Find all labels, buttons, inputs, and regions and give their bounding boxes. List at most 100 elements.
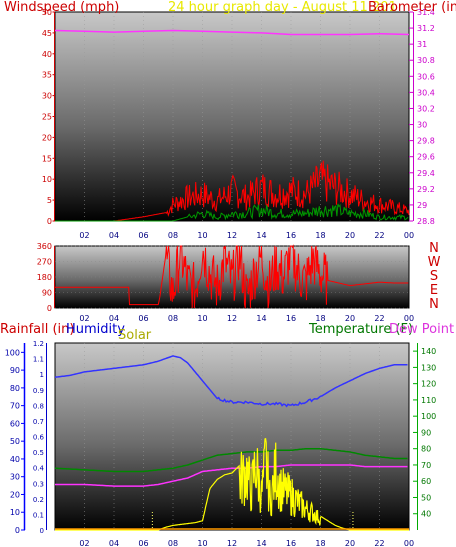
panel3-x-tick-label: 16: [286, 539, 296, 547]
barometer-tick-label: 30.8: [417, 56, 435, 65]
direction-tick-label: 90: [42, 289, 52, 298]
barometer-line: [54, 29, 410, 36]
panel3-x-tick-label: 00: [404, 539, 414, 547]
humidity-tick-label: 50: [10, 437, 20, 446]
temperature-tick-label: 120: [421, 380, 436, 389]
rainfall-tick-label: 1: [40, 371, 44, 379]
rainfall-tick-label: 0: [40, 527, 44, 535]
panel3-x-tick-label: 18: [315, 539, 325, 547]
panel1-x-tick-label: 04: [109, 231, 119, 240]
direction-tick-label: 360: [37, 242, 52, 251]
dewpoint-axis-title: Dew Point (: [389, 322, 456, 337]
barometer-tick-label: 30.2: [417, 104, 435, 113]
windspeed-tick-label: 10: [42, 175, 52, 184]
panel1-x-tick-label: 16: [286, 231, 296, 240]
panel2-x-tick-label: 06: [138, 314, 148, 323]
barometer-tick-label: 29.6: [417, 153, 435, 162]
humidity-tick-label: 40: [10, 455, 20, 464]
rainfall-tick-label: 1.1: [33, 356, 44, 364]
rainfall-axis-title: Rainfall (in): [0, 322, 74, 337]
temperature-tick-label: 70: [421, 461, 431, 470]
barometer-tick-label: 28.8: [417, 217, 435, 226]
barometer-tick-label: 31: [417, 40, 427, 49]
humidity-tick-label: 100: [5, 348, 20, 357]
humidity-tick-label: 0: [15, 526, 20, 535]
humidity-tick-label: 90: [10, 366, 20, 375]
panel2-x-tick-label: 00: [404, 314, 414, 323]
direction-letter: N: [429, 297, 439, 312]
panel3-x-tick-label: 20: [345, 539, 355, 547]
panel2-x-tick-label: 14: [256, 314, 266, 323]
panel3-x-tick-label: 04: [109, 539, 119, 547]
panel3-x-tick-label: 12: [227, 539, 237, 547]
barometer-tick-label: 31.4: [417, 8, 435, 17]
panel3-x-tick-label: 06: [138, 539, 148, 547]
temperature-tick-label: 100: [421, 412, 436, 421]
barometer-tick-label: 30.6: [417, 72, 435, 81]
barometer-tick-label: 29: [417, 201, 427, 210]
panel2-x-tick-label: 10: [197, 314, 207, 323]
panel1-x-tick-label: 20: [345, 231, 355, 240]
humidity-tick-label: 60: [10, 419, 20, 428]
temperature-tick-label: 80: [421, 445, 431, 454]
windspeed-tick-label: 15: [42, 154, 52, 163]
rainfall-tick-label: 0.5: [33, 449, 44, 457]
wind-direction-line: [55, 244, 409, 309]
direction-letter: S: [430, 269, 438, 284]
panel1-x-tick-label: 22: [374, 231, 384, 240]
temperature-tick-label: 110: [421, 396, 436, 405]
solar-axis-title: Solar: [118, 328, 152, 343]
direction-letter: N: [429, 241, 439, 256]
panel1-x-tick-label: 02: [79, 231, 89, 240]
panel2-x-tick-label: 02: [79, 314, 89, 323]
panel3-x-tick-label: 14: [256, 539, 266, 547]
temperature-tick-label: 90: [421, 428, 431, 437]
rainfall-tick-label: 0.6: [33, 434, 45, 442]
rainfall-tick-label: 0.1: [33, 511, 44, 519]
panel3-x-tick-label: 10: [197, 539, 207, 547]
panel1-x-tick-label: 12: [227, 231, 237, 240]
humidity-tick-label: 70: [10, 402, 20, 411]
panel1-x-tick-label: 06: [138, 231, 148, 240]
panel2-x-tick-label: 16: [286, 314, 296, 323]
panel3-x-tick-label: 22: [374, 539, 384, 547]
temperature-tick-label: 40: [421, 510, 431, 519]
barometer-tick-label: 30.4: [417, 88, 435, 97]
direction-letter: E: [430, 283, 438, 298]
rainfall-tick-label: 0.9: [33, 387, 44, 395]
humidity-tick-label: 30: [10, 473, 20, 482]
barometer-tick-label: 29.8: [417, 137, 435, 146]
panel1-x-tick-label: 18: [315, 231, 325, 240]
barometer-tick-label: 31.2: [417, 24, 435, 33]
dewpoint-line: [55, 464, 408, 487]
humidity-tick-label: 10: [10, 508, 20, 517]
windspeed-tick-label: 5: [47, 196, 52, 205]
windspeed-tick-label: 0: [47, 217, 52, 226]
panel2-x-tick-label: 08: [168, 314, 178, 323]
direction-tick-label: 180: [37, 273, 52, 282]
direction-tick-label: 0: [47, 304, 52, 313]
temperature-line: [54, 447, 408, 473]
panel2-x-tick-label: 18: [315, 314, 325, 323]
panel2-x-tick-label: 22: [374, 314, 384, 323]
humidity-tick-label: 80: [10, 384, 20, 393]
windspeed-tick-label: 45: [42, 29, 52, 38]
panel1-x-tick-label: 14: [256, 231, 266, 240]
barometer-axis-title: Barometer (in): [368, 0, 456, 15]
rainfall-tick-label: 0.2: [33, 496, 44, 504]
windspeed-line: [55, 203, 409, 222]
rainfall-tick-label: 0.3: [33, 480, 44, 488]
temperature-tick-label: 140: [421, 347, 436, 356]
panel3-plot-area: [54, 342, 410, 531]
panel1-x-tick-label: 08: [168, 231, 178, 240]
rainfall-tick-label: 0.7: [33, 418, 44, 426]
panel1-x-tick-label: 10: [197, 231, 207, 240]
humidity-line: [54, 355, 408, 408]
windspeed-tick-label: 40: [42, 50, 52, 59]
temperature-tick-label: 130: [421, 363, 436, 372]
panel2-x-tick-label: 04: [109, 314, 119, 323]
temperature-tick-label: 60: [421, 477, 431, 486]
barometer-tick-label: 30: [417, 121, 427, 130]
humidity-axis-title: Humidity: [66, 322, 125, 337]
panel1-x-tick-label: 00: [404, 231, 414, 240]
